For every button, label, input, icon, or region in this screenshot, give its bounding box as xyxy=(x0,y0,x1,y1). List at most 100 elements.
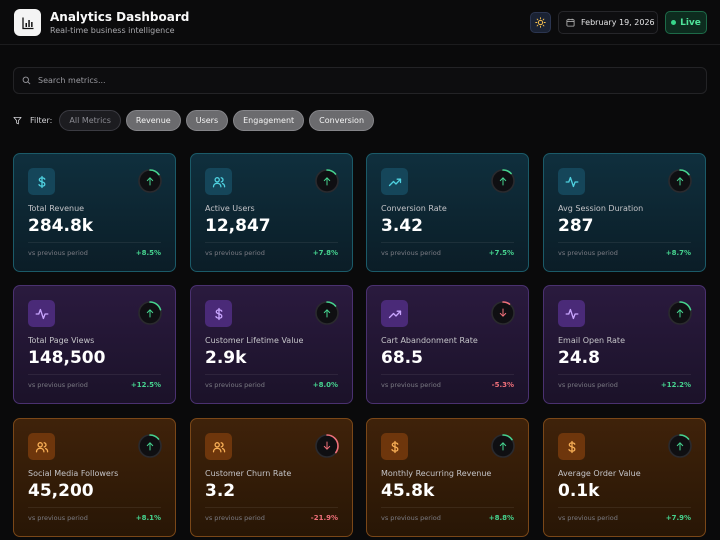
metric-label: Cart Abandonment Rate xyxy=(381,336,478,345)
users-icon xyxy=(28,433,55,460)
search-input[interactable] xyxy=(38,76,706,85)
bar-chart-logo-icon xyxy=(14,9,41,36)
metric-label: Avg Session Duration xyxy=(558,204,644,213)
progress-ring xyxy=(490,433,516,459)
progress-ring xyxy=(314,433,340,459)
metric-value: 284.8k xyxy=(28,216,94,236)
trending-up-icon xyxy=(381,300,408,327)
metric-card-email-open-rate[interactable]: Email Open Rate 24.8 vs previous period … xyxy=(543,285,706,404)
comparison-label: vs previous period xyxy=(28,381,88,389)
date-text: February 19, 2026 xyxy=(581,18,655,27)
metric-value: 0.1k xyxy=(558,481,600,501)
progress-ring xyxy=(667,300,693,326)
live-dot-icon xyxy=(671,20,677,25)
metric-value: 12,847 xyxy=(205,216,271,236)
metric-label: Customer Churn Rate xyxy=(205,469,292,478)
progress-ring xyxy=(314,300,340,326)
metric-label: Total Page Views xyxy=(28,336,95,345)
divider xyxy=(558,374,691,375)
divider xyxy=(28,507,161,508)
activity-icon xyxy=(28,300,55,327)
divider xyxy=(205,374,338,375)
filter-chip-users[interactable]: Users xyxy=(185,110,229,131)
metric-card-average-order-value[interactable]: Average Order Value 0.1k vs previous per… xyxy=(543,418,706,537)
filter-label: Filter: xyxy=(30,116,53,125)
date-display[interactable]: February 19, 2026 xyxy=(558,11,658,34)
progress-ring xyxy=(314,168,340,194)
sun-icon xyxy=(535,17,546,28)
metric-card-total-revenue[interactable]: Total Revenue 284.8k vs previous period … xyxy=(13,153,176,272)
change-badge: +8.1% xyxy=(135,514,161,522)
divider xyxy=(28,374,161,375)
metric-card-total-page-views[interactable]: Total Page Views 148,500 vs previous per… xyxy=(13,285,176,404)
metric-value: 2.9k xyxy=(205,348,247,368)
change-badge: -21.9% xyxy=(310,514,338,522)
divider xyxy=(381,242,514,243)
metric-label: Active Users xyxy=(205,204,255,213)
progress-ring xyxy=(667,433,693,459)
metric-card-customer-lifetime-value[interactable]: Customer Lifetime Value 2.9k vs previous… xyxy=(190,285,353,404)
divider xyxy=(205,507,338,508)
metric-label: Customer Lifetime Value xyxy=(205,336,304,345)
activity-icon xyxy=(558,168,585,195)
filter-chip-engagement[interactable]: Engagement xyxy=(233,110,305,131)
metric-card-social-media-followers[interactable]: Social Media Followers 45,200 vs previou… xyxy=(13,418,176,537)
metric-value: 45.8k xyxy=(381,481,435,501)
comparison-label: vs previous period xyxy=(558,249,618,257)
metric-card-cart-abandonment-rate[interactable]: Cart Abandonment Rate 68.5 vs previous p… xyxy=(366,285,529,404)
filter-chip-all-metrics[interactable]: All Metrics xyxy=(59,110,121,131)
divider xyxy=(558,507,691,508)
divider xyxy=(28,242,161,243)
progress-ring xyxy=(137,433,163,459)
change-badge: +12.5% xyxy=(130,381,161,389)
dollar-icon xyxy=(28,168,55,195)
metric-card-conversion-rate[interactable]: Conversion Rate 3.42 vs previous period … xyxy=(366,153,529,272)
activity-icon xyxy=(558,300,585,327)
dollar-icon xyxy=(381,433,408,460)
filter-chip-conversion[interactable]: Conversion xyxy=(309,110,375,131)
change-badge: -5.3% xyxy=(491,381,514,389)
trending-up-icon xyxy=(381,168,408,195)
filter-chip-revenue[interactable]: Revenue xyxy=(125,110,181,131)
metric-label: Social Media Followers xyxy=(28,469,119,478)
change-badge: +7.8% xyxy=(312,249,338,257)
metric-card-customer-churn-rate[interactable]: Customer Churn Rate 3.2 vs previous peri… xyxy=(190,418,353,537)
progress-ring xyxy=(490,300,516,326)
top-bar: Analytics Dashboard Real-time business i… xyxy=(0,0,720,45)
progress-ring xyxy=(137,300,163,326)
metric-value: 45,200 xyxy=(28,481,94,501)
comparison-label: vs previous period xyxy=(205,514,265,522)
progress-ring xyxy=(667,168,693,194)
theme-toggle-button[interactable] xyxy=(530,12,551,33)
comparison-label: vs previous period xyxy=(205,249,265,257)
metric-card-active-users[interactable]: Active Users 12,847 vs previous period +… xyxy=(190,153,353,272)
users-icon xyxy=(205,433,232,460)
metric-label: Average Order Value xyxy=(558,469,641,478)
divider xyxy=(381,507,514,508)
change-badge: +7.5% xyxy=(488,249,514,257)
comparison-label: vs previous period xyxy=(381,249,441,257)
divider xyxy=(381,374,514,375)
metric-value: 3.42 xyxy=(381,216,423,236)
users-icon xyxy=(205,168,232,195)
live-badge: Live xyxy=(665,11,707,34)
change-badge: +8.5% xyxy=(135,249,161,257)
search-bar xyxy=(13,67,707,94)
calendar-icon xyxy=(566,18,575,27)
filter-icon xyxy=(13,116,22,125)
filter-bar: Filter: All Metrics Revenue Users Engagemen… xyxy=(13,110,375,131)
app-subtitle: Real-time business intelligence xyxy=(50,26,175,35)
change-badge: +8.7% xyxy=(665,249,691,257)
comparison-label: vs previous period xyxy=(28,514,88,522)
metric-card-avg-session-duration[interactable]: Avg Session Duration 287 vs previous per… xyxy=(543,153,706,272)
app-title: Analytics Dashboard xyxy=(50,10,190,24)
live-label: Live xyxy=(680,17,701,28)
comparison-label: vs previous period xyxy=(205,381,265,389)
metric-card-monthly-recurring-revenue[interactable]: Monthly Recurring Revenue 45.8k vs previ… xyxy=(366,418,529,537)
comparison-label: vs previous period xyxy=(558,381,618,389)
metric-label: Monthly Recurring Revenue xyxy=(381,469,492,478)
metric-label: Email Open Rate xyxy=(558,336,625,345)
metric-label: Conversion Rate xyxy=(381,204,447,213)
change-badge: +8.0% xyxy=(312,381,338,389)
progress-ring xyxy=(137,168,163,194)
